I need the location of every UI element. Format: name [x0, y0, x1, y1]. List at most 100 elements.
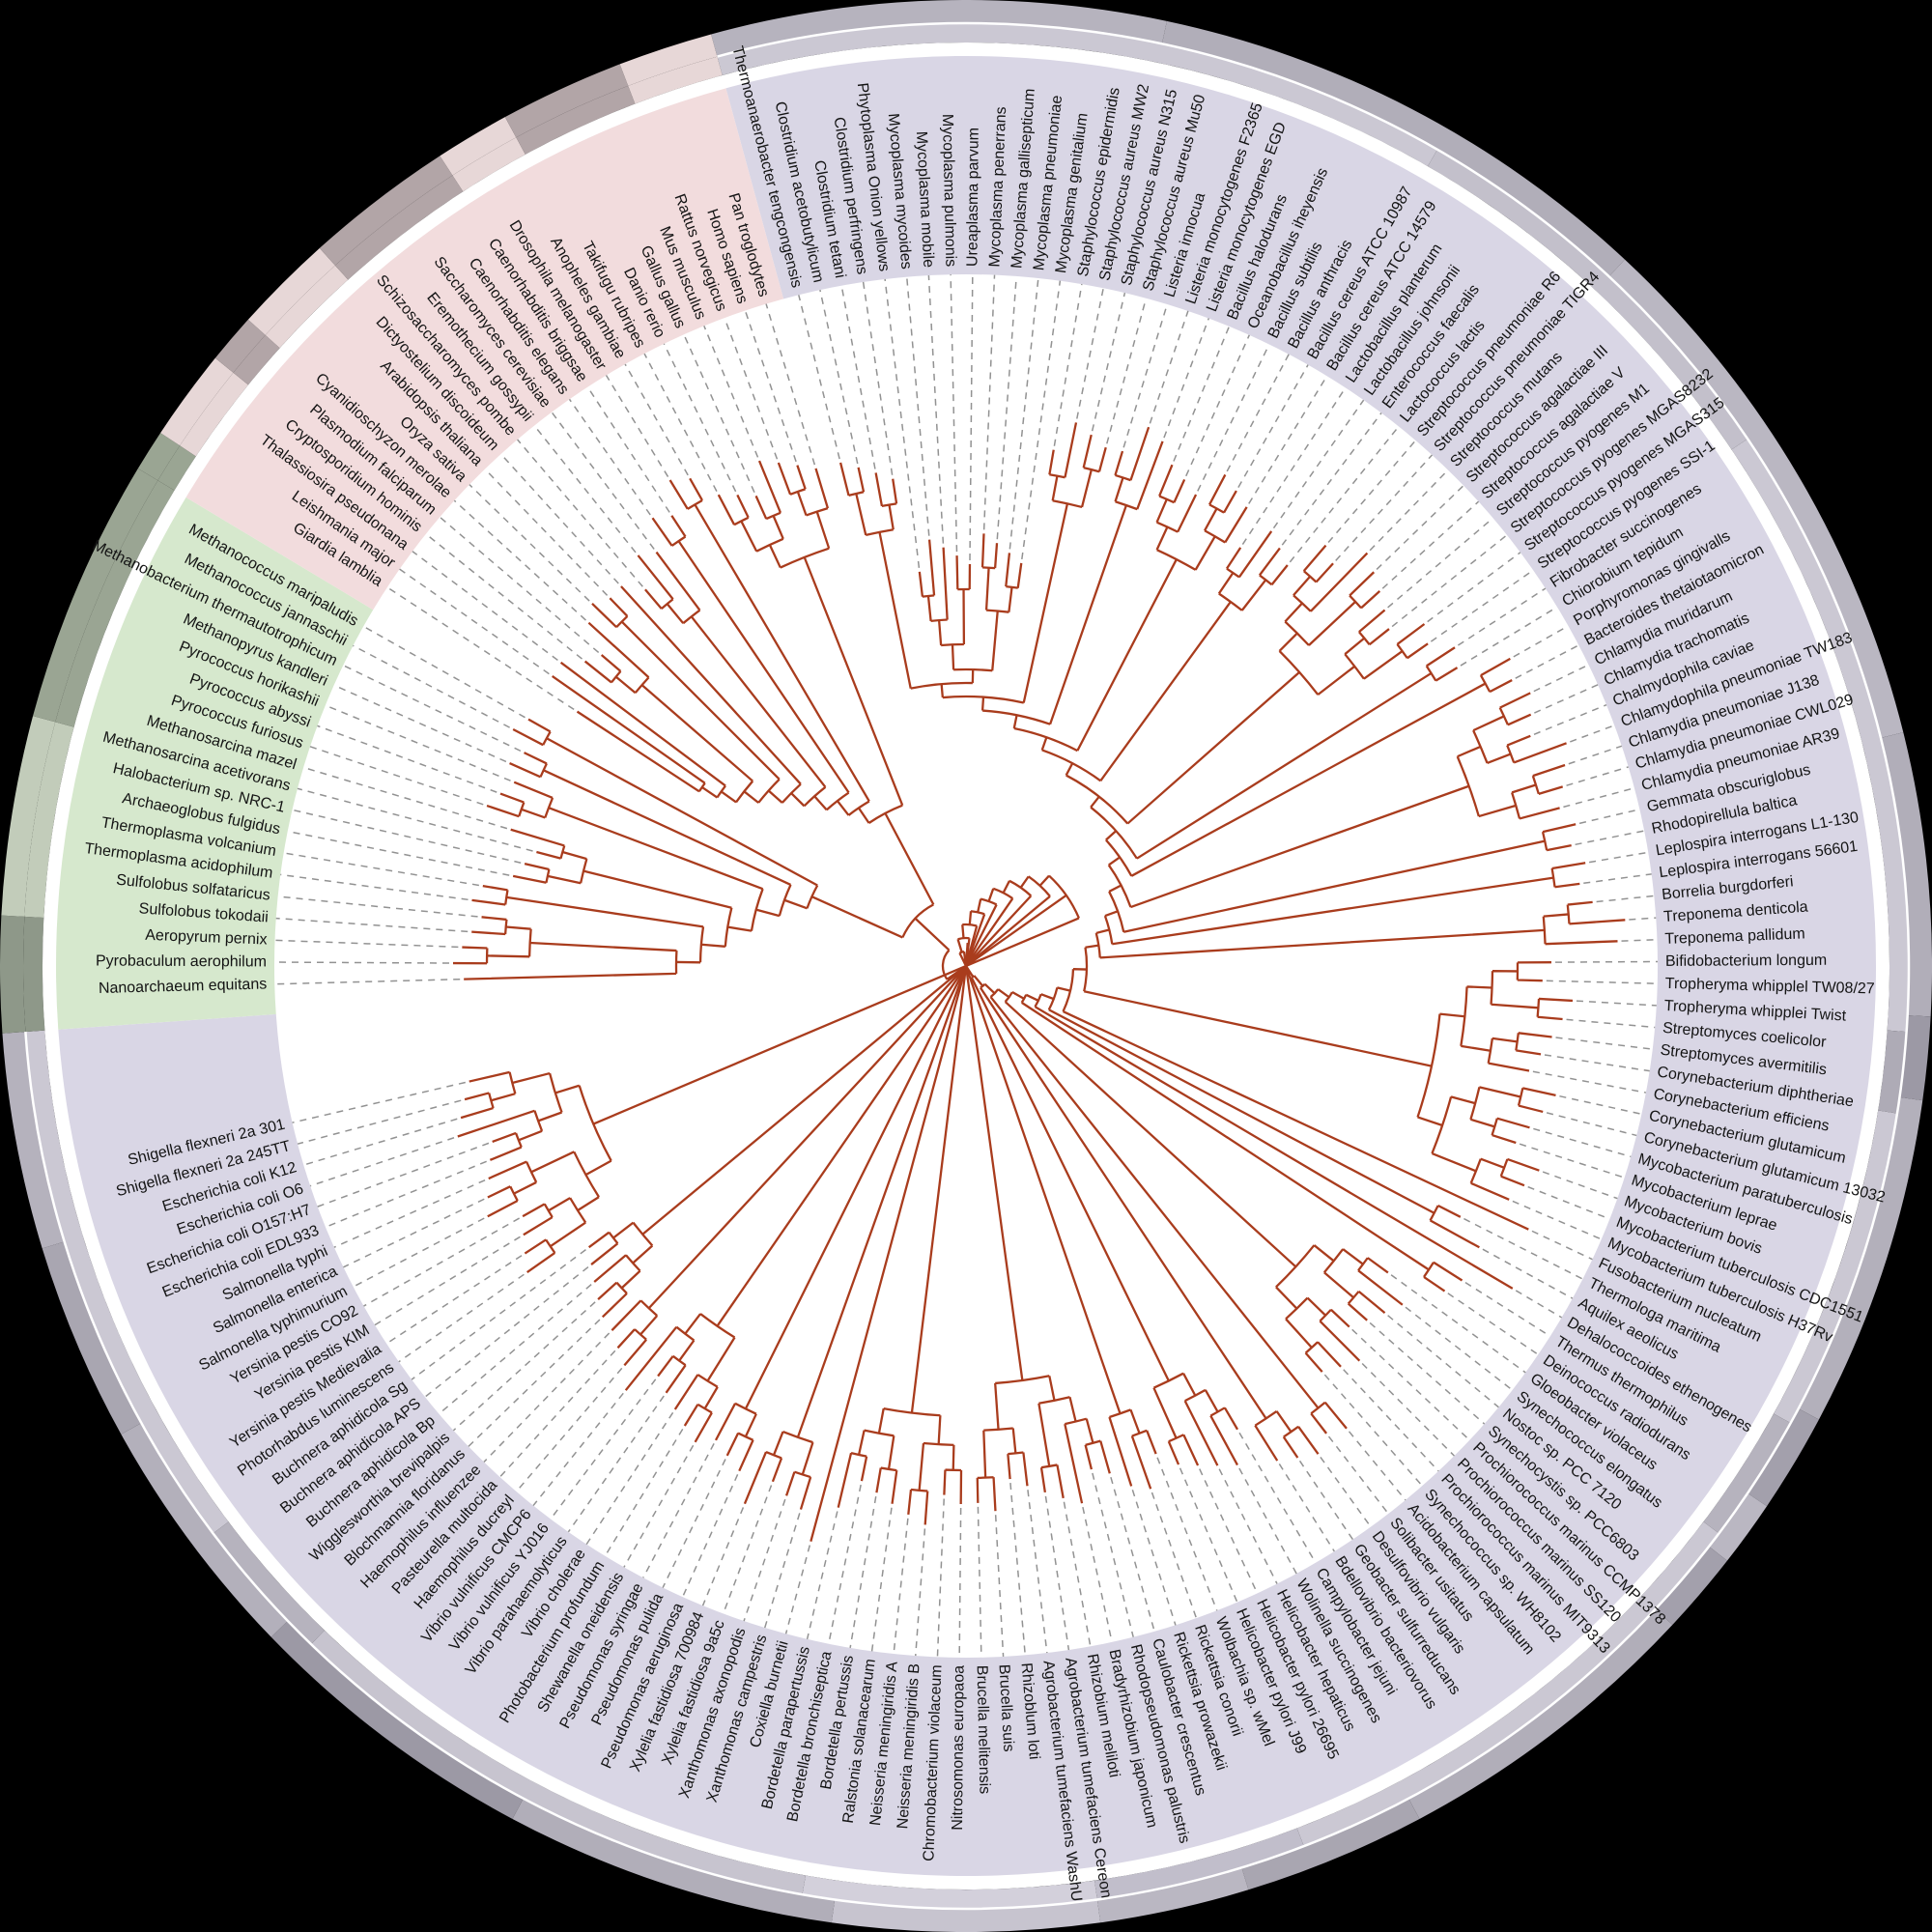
- leader-line: [969, 274, 974, 561]
- clade-branch: [1108, 1408, 1141, 1487]
- clade-branch: [1472, 715, 1512, 765]
- ring-segment: [213, 1521, 325, 1645]
- clade-branch: [597, 1281, 628, 1319]
- leaf-label[interactable]: Nitrosomonas europaoa: [950, 1665, 968, 1831]
- leader-line: [1053, 283, 1083, 446]
- ring-segment: [711, 0, 1167, 57]
- leaf-label[interactable]: Mycoplasma pulmonis: [939, 114, 959, 268]
- leader-line: [683, 333, 755, 494]
- clade-branch: [548, 807, 764, 932]
- clade-branch: [918, 1441, 955, 1491]
- clade-branch: [1456, 745, 1517, 818]
- leaf-label[interactable]: Nanoarchaeum equitans: [99, 976, 268, 997]
- leaf-label[interactable]: Pyrobaculum aerophilum: [96, 952, 267, 970]
- clade-branch: [593, 1254, 641, 1290]
- clade-branch: [1541, 823, 1577, 852]
- clade-branch: [512, 1071, 563, 1122]
- leader-line: [1369, 469, 1449, 552]
- leaf-label[interactable]: Mycoplasma penerrans: [986, 106, 1009, 268]
- clade-branch: [754, 460, 782, 521]
- clade-branch: [740, 515, 784, 553]
- leader-line: [1532, 1070, 1647, 1094]
- leader-line: [585, 1411, 674, 1546]
- leaf-label[interactable]: Brucella suis: [996, 1663, 1017, 1751]
- leader-line: [1513, 625, 1569, 658]
- leader-line: [317, 724, 497, 793]
- root-stub: [965, 942, 969, 964]
- clade-branch: [546, 737, 819, 910]
- leaf-label[interactable]: Ureaplasma parvum: [964, 128, 981, 267]
- leader-line: [1009, 277, 1039, 550]
- leader-line: [1533, 664, 1589, 693]
- clade-branch: [937, 589, 966, 647]
- clade-branch: [717, 494, 750, 526]
- clade-branch: [1469, 1086, 1521, 1128]
- leader-line: [1566, 1018, 1656, 1029]
- clade-branch: [1065, 671, 1300, 825]
- leader-line: [452, 1301, 596, 1432]
- clade-branch: [1499, 1157, 1540, 1187]
- leader-line: [806, 1511, 838, 1640]
- ring-segment: [23, 916, 45, 1033]
- ring-segment: [802, 1875, 1097, 1909]
- leader-line: [274, 939, 459, 949]
- ring-segment: [1881, 732, 1932, 1017]
- clade-branch: [857, 1429, 895, 1470]
- ring-segment: [157, 445, 196, 491]
- clade-branch: [471, 916, 508, 936]
- leader-line: [343, 1198, 485, 1268]
- clade-branch: [489, 1131, 523, 1161]
- leaf-label[interactable]: Tropheryma whipplel TW08/27: [1665, 976, 1875, 998]
- leader-line: [982, 274, 996, 530]
- leader-line: [1185, 334, 1250, 477]
- leader-line: [1463, 1217, 1583, 1280]
- clade-branch: [838, 462, 866, 497]
- clade-branch: [1130, 1429, 1157, 1490]
- leader-line: [325, 1160, 487, 1228]
- leader-line: [412, 551, 558, 662]
- ring-segment: [504, 64, 629, 138]
- ring-segment: [717, 22, 1437, 167]
- leader-line: [798, 295, 840, 460]
- leaf-label[interactable]: Bifidobacterium longum: [1665, 952, 1827, 970]
- clade-branch: [591, 597, 629, 629]
- clade-branch: [513, 781, 554, 819]
- clade-branch: [1208, 473, 1237, 514]
- clade-branch: [1469, 1157, 1510, 1201]
- ring-segment: [1731, 439, 1909, 1033]
- clade-branch: [837, 1452, 868, 1508]
- clade-branch: [1349, 571, 1381, 610]
- ring-segment: [1, 716, 56, 917]
- leader-line: [1405, 1306, 1514, 1391]
- leader-line: [1361, 1362, 1456, 1457]
- clade-branch: [907, 1488, 929, 1525]
- leader-line: [1533, 1127, 1632, 1158]
- leaf-label[interactable]: Brucella melitensis: [974, 1665, 993, 1795]
- clade-branch: [512, 718, 552, 747]
- leader-line: [1327, 440, 1417, 544]
- leader-line: [1082, 1506, 1113, 1643]
- leaf-label[interactable]: Treponema pallidum: [1664, 925, 1805, 948]
- leader-line: [1546, 1112, 1637, 1137]
- clade-branch: [620, 585, 802, 804]
- clade-branch: [640, 684, 754, 804]
- clade-branch: [486, 792, 526, 818]
- leader-line: [1298, 1460, 1353, 1541]
- clade-branch: [855, 493, 895, 537]
- clade-branch: [1460, 985, 1492, 1052]
- clade-branch: [910, 936, 971, 1413]
- clade-branch: [1103, 876, 1554, 946]
- leader-line: [1621, 939, 1658, 942]
- clade-branch: [587, 621, 650, 695]
- clade-branch: [940, 503, 1069, 704]
- clade-branch: [1114, 440, 1164, 511]
- ring-segment: [214, 319, 266, 373]
- leader-line: [469, 484, 590, 602]
- clade-branch: [1258, 547, 1289, 586]
- leader-line: [568, 398, 651, 516]
- leaf-label[interactable]: Aeropyrum pernix: [145, 927, 268, 949]
- ring-segment: [24, 722, 74, 918]
- clade-branch: [471, 884, 509, 906]
- leader-line: [915, 1528, 926, 1657]
- leader-line: [483, 1332, 611, 1463]
